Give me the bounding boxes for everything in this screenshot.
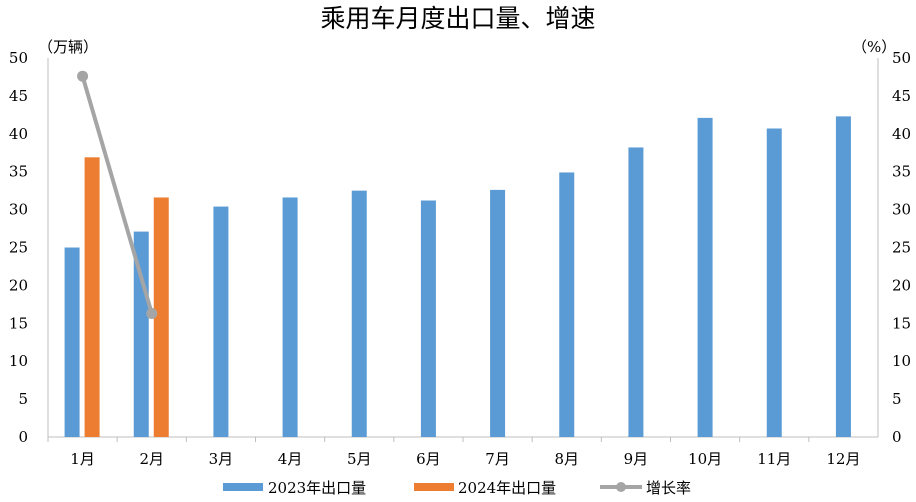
bar-series xyxy=(64,116,851,438)
chart-title: 乘用车月度出口量、增速 xyxy=(320,4,595,33)
right-tick-label: 50 xyxy=(892,49,911,67)
bar-2023 xyxy=(64,247,80,437)
x-tick-label: 12月 xyxy=(826,450,860,468)
legend-swatch-2023 xyxy=(223,483,263,491)
legend: 2023年出口量 2024年出口量 增长率 xyxy=(223,479,691,497)
right-tick-label: 35 xyxy=(892,163,911,181)
right-tick-label: 15 xyxy=(892,314,911,332)
left-axis-ticks: 0 5 10 15 20 25 30 35 40 45 50 xyxy=(9,49,28,446)
growth-point xyxy=(146,307,158,319)
left-tick-label: 50 xyxy=(9,49,28,67)
bar-2023 xyxy=(282,197,298,437)
left-tick-label: 20 xyxy=(9,276,28,294)
right-tick-label: 20 xyxy=(892,276,911,294)
x-tick-label: 3月 xyxy=(209,450,234,468)
growth-point xyxy=(77,70,89,82)
left-tick-label: 30 xyxy=(9,201,28,219)
bar-2023 xyxy=(559,172,575,437)
left-axis-unit: （万辆） xyxy=(38,38,98,56)
x-tick-label: 10月 xyxy=(688,450,722,468)
bar-2023 xyxy=(697,117,713,438)
bar-2023 xyxy=(351,190,367,437)
left-tick-label: 10 xyxy=(9,352,28,370)
bar-2023 xyxy=(835,116,851,437)
right-tick-label: 0 xyxy=(892,428,902,446)
right-tick-label: 30 xyxy=(892,201,911,219)
x-tick-label: 7月 xyxy=(485,450,510,468)
bar-2024 xyxy=(153,197,169,437)
left-tick-label: 45 xyxy=(9,87,28,105)
left-tick-label: 25 xyxy=(9,239,28,257)
legend-label-2023: 2023年出口量 xyxy=(268,479,366,497)
x-tick-label: 2月 xyxy=(139,450,164,468)
right-axis-ticks: 0 5 10 15 20 25 30 35 40 45 50 xyxy=(892,49,911,446)
legend-label-growth: 增长率 xyxy=(646,479,691,497)
left-tick-label: 40 xyxy=(9,125,28,143)
bar-2023 xyxy=(133,231,149,437)
right-axis-unit: （%） xyxy=(852,38,896,56)
x-axis-labels: 1月 2月 3月 4月 5月 6月 7月 8月 9月 10月 11月 12月 xyxy=(47,437,860,468)
x-tick-label: 9月 xyxy=(624,450,649,468)
x-tick-label: 5月 xyxy=(347,450,372,468)
bar-2023 xyxy=(213,206,229,437)
right-tick-label: 5 xyxy=(892,390,902,408)
bar-2023 xyxy=(490,189,506,437)
x-tick-label: 1月 xyxy=(70,450,95,468)
legend-label-2024: 2024年出口量 xyxy=(458,479,556,497)
left-tick-label: 0 xyxy=(18,428,28,446)
x-tick-label: 8月 xyxy=(554,450,579,468)
legend-swatch-2024 xyxy=(414,483,454,491)
line-series xyxy=(77,70,158,319)
left-tick-label: 15 xyxy=(9,314,28,332)
right-tick-label: 40 xyxy=(892,125,911,143)
legend-swatch-growth-marker xyxy=(616,482,626,492)
right-tick-label: 10 xyxy=(892,352,911,370)
bar-2024 xyxy=(84,157,100,437)
left-tick-label: 5 xyxy=(18,390,28,408)
bar-2023 xyxy=(628,147,644,437)
x-tick-label: 4月 xyxy=(278,450,303,468)
x-tick-label: 6月 xyxy=(416,450,441,468)
left-tick-label: 35 xyxy=(9,163,28,181)
growth-line xyxy=(80,75,154,315)
x-tick-label: 11月 xyxy=(757,450,791,468)
right-tick-label: 45 xyxy=(892,87,911,105)
bar-2023 xyxy=(766,128,782,437)
bar-2023 xyxy=(420,200,436,437)
right-tick-label: 25 xyxy=(892,239,911,257)
